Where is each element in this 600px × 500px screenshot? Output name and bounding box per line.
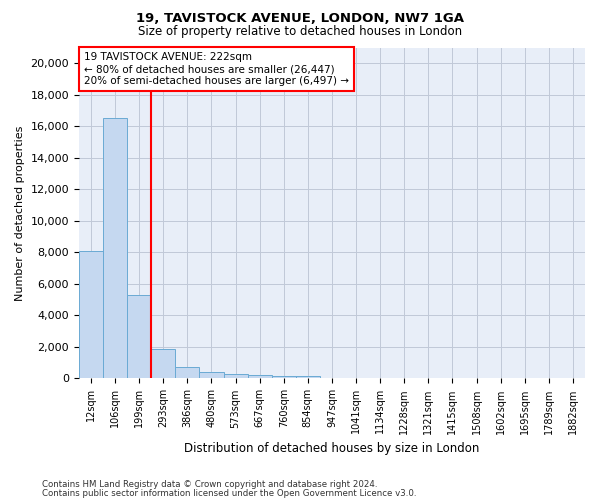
Text: 19 TAVISTOCK AVENUE: 222sqm
← 80% of detached houses are smaller (26,447)
20% of: 19 TAVISTOCK AVENUE: 222sqm ← 80% of det… [84, 52, 349, 86]
Text: Contains HM Land Registry data © Crown copyright and database right 2024.: Contains HM Land Registry data © Crown c… [42, 480, 377, 489]
Y-axis label: Number of detached properties: Number of detached properties [15, 126, 25, 300]
Bar [79, 251, 103, 378]
Bar [248, 375, 272, 378]
Bar [199, 372, 224, 378]
Bar [103, 118, 127, 378]
X-axis label: Distribution of detached houses by size in London: Distribution of detached houses by size … [184, 442, 479, 455]
Bar [296, 376, 320, 378]
Bar [224, 374, 248, 378]
Bar [127, 295, 151, 378]
Bar [272, 376, 296, 378]
Bar [175, 367, 199, 378]
Text: 19, TAVISTOCK AVENUE, LONDON, NW7 1GA: 19, TAVISTOCK AVENUE, LONDON, NW7 1GA [136, 12, 464, 26]
Text: Contains public sector information licensed under the Open Government Licence v3: Contains public sector information licen… [42, 488, 416, 498]
Bar [151, 350, 175, 378]
Text: Size of property relative to detached houses in London: Size of property relative to detached ho… [138, 25, 462, 38]
